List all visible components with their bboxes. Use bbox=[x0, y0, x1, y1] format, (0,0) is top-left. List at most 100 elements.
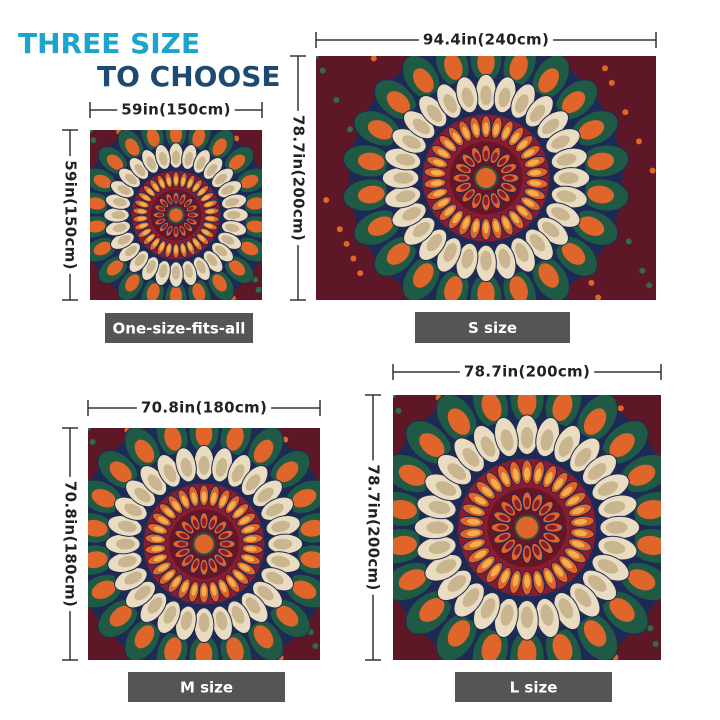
outer-petal-inner bbox=[125, 138, 140, 156]
inner-petal bbox=[199, 227, 215, 239]
cream-petal-inner bbox=[402, 135, 421, 149]
inner-petal bbox=[525, 167, 549, 179]
inner-petal bbox=[500, 120, 514, 142]
cream-petal bbox=[107, 515, 143, 537]
inner-petal-inner bbox=[204, 202, 213, 207]
core-petal bbox=[182, 197, 194, 209]
outer-petal-inner bbox=[413, 68, 434, 93]
cream-petal-inner bbox=[558, 172, 579, 184]
inner-petal bbox=[144, 533, 167, 545]
cream-petal bbox=[202, 250, 224, 273]
core-petal-inner bbox=[162, 223, 168, 229]
inner-petal bbox=[241, 533, 264, 545]
inner-petal bbox=[459, 515, 485, 528]
inner-petal-inner bbox=[151, 546, 163, 552]
core-petal bbox=[531, 493, 544, 513]
core-petal-inner bbox=[465, 157, 474, 166]
inner-petal-inner bbox=[561, 486, 573, 497]
outer-petal-inner bbox=[226, 428, 244, 451]
inner-petal bbox=[167, 574, 184, 593]
cream-petal bbox=[175, 605, 197, 641]
core-petal-inner bbox=[177, 541, 187, 547]
inner-petal bbox=[485, 561, 504, 584]
inner-petal-inner bbox=[433, 190, 445, 197]
outer-petal-inner bbox=[88, 551, 108, 569]
cream-petal-inner bbox=[196, 260, 206, 274]
cream-petal-inner bbox=[529, 233, 546, 252]
cream-petal-inner bbox=[540, 429, 554, 451]
inner-petal bbox=[497, 465, 512, 489]
outer-petal-inner bbox=[583, 408, 607, 435]
inner-petal-inner bbox=[529, 180, 542, 186]
outer-petal bbox=[601, 590, 649, 635]
inner-petal bbox=[149, 179, 161, 194]
inner-petal-inner bbox=[174, 245, 178, 254]
inner-petal bbox=[142, 232, 157, 246]
core-petal-inner bbox=[504, 175, 514, 181]
inner-petal-inner bbox=[469, 540, 483, 548]
cream-petal-inner bbox=[515, 243, 529, 262]
cream-petal bbox=[413, 515, 455, 540]
core-petal bbox=[510, 493, 523, 513]
border-flower bbox=[588, 279, 595, 286]
inner-petal-inner bbox=[146, 188, 154, 196]
inner-petal-inner bbox=[201, 491, 207, 503]
inner-petal bbox=[144, 543, 167, 555]
inner-petal-inner bbox=[219, 581, 227, 593]
inner-petal-inner bbox=[158, 516, 169, 525]
cream-petal-inner bbox=[551, 135, 570, 149]
inner-petal-inner bbox=[191, 584, 197, 596]
core-petal bbox=[537, 500, 554, 517]
cream-petal bbox=[265, 515, 301, 537]
inner-petal bbox=[447, 209, 464, 230]
size-badge bbox=[455, 672, 612, 702]
cream-petal bbox=[240, 465, 269, 496]
inner-petal bbox=[191, 236, 203, 251]
cream-petal-inner bbox=[163, 605, 177, 624]
cream-petal-inner bbox=[597, 481, 619, 496]
cream-petal bbox=[211, 447, 233, 483]
outer-petal-inner bbox=[240, 174, 259, 189]
core-petal bbox=[489, 146, 501, 165]
cream-petal-inner bbox=[462, 447, 480, 467]
core-petal bbox=[500, 538, 517, 555]
inner-petal bbox=[147, 522, 169, 535]
outer-petal bbox=[117, 130, 145, 161]
cream-petal bbox=[535, 417, 560, 458]
inner-petal-inner bbox=[481, 486, 493, 497]
outer-petal-inner bbox=[106, 154, 124, 170]
core-petal-inner bbox=[180, 197, 185, 204]
inner-petal-inner bbox=[554, 478, 564, 490]
border-flower bbox=[652, 641, 659, 648]
core-petal bbox=[493, 531, 512, 544]
core-petal-inner bbox=[192, 560, 199, 569]
cream-petal-inner bbox=[500, 429, 514, 451]
inner-petal bbox=[469, 216, 482, 240]
inner-petal bbox=[567, 537, 592, 552]
center bbox=[514, 514, 540, 541]
outer-petal bbox=[292, 544, 320, 576]
cream-petal bbox=[252, 479, 283, 508]
outer-petal-inner bbox=[246, 220, 262, 233]
inner-petal-inner bbox=[483, 221, 489, 234]
outer-petal bbox=[579, 144, 630, 178]
inner-petal-inner bbox=[554, 565, 564, 577]
core-petal bbox=[182, 221, 194, 233]
cream-petal bbox=[581, 569, 618, 602]
outer-petal bbox=[235, 167, 262, 194]
inner-petal bbox=[224, 495, 241, 514]
cream-petal-inner bbox=[231, 464, 245, 483]
border-flower bbox=[625, 238, 632, 245]
center bbox=[167, 206, 185, 224]
core-petal-inner bbox=[184, 524, 192, 532]
core-petal bbox=[180, 553, 195, 568]
cream-petal bbox=[128, 250, 150, 273]
core-petal bbox=[471, 146, 483, 165]
border-flower bbox=[357, 270, 364, 277]
border-flower bbox=[88, 428, 91, 431]
label-bg bbox=[363, 460, 383, 595]
cream-petal-inner bbox=[271, 520, 291, 533]
cream-petal bbox=[193, 607, 215, 644]
outer-petal-inner bbox=[444, 276, 463, 300]
outer-petal-inner bbox=[212, 138, 227, 156]
